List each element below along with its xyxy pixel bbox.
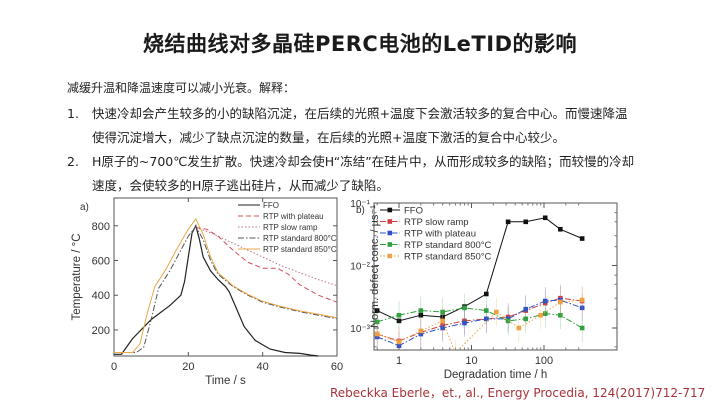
data-marker xyxy=(440,314,445,320)
chart-defect-concentration: 1 10 100 10⁻³ 10⁻² 10⁻¹ Degradation time / h No… xyxy=(350,199,618,381)
y-tick-label: 10⁻¹ xyxy=(350,199,370,210)
series-line xyxy=(377,299,583,347)
data-marker xyxy=(440,323,445,328)
data-marker xyxy=(494,309,499,315)
data-marker xyxy=(418,312,424,318)
y-tick-label: 200 xyxy=(92,325,110,337)
data-marker xyxy=(462,320,467,326)
data-marker xyxy=(418,308,424,313)
list-number: 1. xyxy=(67,106,79,121)
legend-label: RTP standard 800°C xyxy=(404,240,492,251)
data-marker xyxy=(483,316,489,322)
data-marker xyxy=(483,291,489,297)
data-marker xyxy=(396,312,402,318)
data-marker xyxy=(579,236,585,241)
x-tick-label: 100 xyxy=(535,355,553,367)
data-marker xyxy=(483,308,489,313)
x-tick-label: 1 xyxy=(396,355,402,367)
y-tick-label: 600 xyxy=(92,256,110,268)
data-marker xyxy=(440,318,445,324)
data-marker xyxy=(440,309,445,315)
list-item-1: 1. 快速冷却会产生较多的小的缺陷沉淀，在后续的光照+温度下会激活较多的复合中心。… xyxy=(67,103,627,122)
data-marker xyxy=(558,299,563,305)
legend-label: RTP with plateau xyxy=(263,212,324,221)
data-marker xyxy=(523,316,529,322)
legend-label: RTP standard 850°C xyxy=(404,252,492,263)
list-item-1-cont: 使得沉淀增大，减少了缺点沉淀的数量，在后续的光照+温度下激活的复合中心较少。 xyxy=(92,130,565,145)
data-marker xyxy=(579,325,585,331)
list-text: 快速冷却会产生较多的小的缺陷沉淀，在后续的光照+温度下会激活较多的复合中心。而慢… xyxy=(92,106,628,121)
legend-label: RTP slow ramp xyxy=(263,223,318,232)
data-marker xyxy=(440,325,445,331)
legend-label: RTP with plateau xyxy=(404,229,476,240)
data-marker xyxy=(558,312,563,318)
plot-frame xyxy=(113,197,338,357)
legend-label: FFO xyxy=(404,206,423,217)
legend-label: FFO xyxy=(263,201,279,210)
x-tick-label: 0 xyxy=(111,361,117,373)
data-marker xyxy=(396,318,402,324)
data-marker xyxy=(374,334,380,340)
citation: Rebeckka Eberle，et., al., Energy Procedi… xyxy=(330,386,706,400)
data-marker xyxy=(538,312,543,318)
y-tick-label: 400 xyxy=(92,290,110,302)
chart-temperature-profile: 0 20 40 60 200 400 600 800 Time / s Temperature /… xyxy=(71,197,343,387)
y-axis-label: Temperature / °C xyxy=(71,233,83,320)
x-tick-label: 60 xyxy=(331,361,343,373)
series-line xyxy=(114,217,338,353)
list-item-2: 2. H原子的~700℃发生扩散。快速冷却会使H“冻结”在硅片中，从而形成较多的缺… xyxy=(67,151,634,170)
series-line xyxy=(377,297,583,342)
legend-label: RTP slow ramp xyxy=(404,217,469,228)
y-tick-label: 800 xyxy=(92,221,110,233)
x-tick-label: 40 xyxy=(257,361,269,373)
data-marker xyxy=(558,226,563,232)
data-marker xyxy=(374,319,380,325)
x-axis-label: Time / s xyxy=(205,375,246,387)
list-text: H原子的~700℃发生扩散。快速冷却会使H“冻结”在硅片中，从而形成较多的缺陷；… xyxy=(92,154,635,169)
data-marker xyxy=(396,339,402,345)
data-marker xyxy=(418,331,424,337)
series-line xyxy=(114,224,319,357)
slide-title: 烧结曲线对多晶硅PERC电池的LeTID的影响 xyxy=(142,32,577,56)
data-marker xyxy=(579,297,585,303)
plot-frame xyxy=(373,202,618,351)
data-marker xyxy=(523,219,529,225)
x-axis-label: Degradation time / h xyxy=(444,369,548,381)
data-marker xyxy=(374,331,380,337)
series-line xyxy=(377,299,583,350)
panel-label: a) xyxy=(80,202,89,213)
list-number: 2. xyxy=(67,154,79,169)
data-marker xyxy=(542,311,548,316)
series-line xyxy=(195,227,338,287)
data-marker xyxy=(579,305,585,311)
data-marker xyxy=(542,298,548,304)
data-marker xyxy=(505,219,511,225)
intro-text: 减缓升温和降温速度可以减小光衰。解释： xyxy=(67,81,296,95)
series-line xyxy=(195,227,338,303)
data-marker xyxy=(542,215,548,221)
y-axis-label: Norm. defect conc. / µs⁻¹ xyxy=(369,205,381,328)
x-tick-label: 10 xyxy=(465,355,477,367)
list-item-2-cont: 速度，会使较多的H原子逃出硅片，从而减少了缺陷。 xyxy=(92,178,389,193)
data-marker xyxy=(523,306,529,312)
series-line xyxy=(377,307,583,329)
x-tick-label: 20 xyxy=(182,361,194,373)
data-marker xyxy=(516,325,522,331)
y-tick-label: 10⁻² xyxy=(350,262,370,273)
data-marker xyxy=(418,328,424,334)
legend-label: RTP standard 850°C xyxy=(263,245,337,254)
legend-label: RTP standard 800°C xyxy=(263,234,337,243)
data-marker xyxy=(374,308,380,313)
data-marker xyxy=(453,351,458,356)
series-line xyxy=(114,225,338,353)
data-marker xyxy=(396,343,402,349)
data-marker xyxy=(462,305,467,311)
y-tick-label: 10⁻³ xyxy=(350,324,370,335)
panel-label: b) xyxy=(356,205,365,216)
